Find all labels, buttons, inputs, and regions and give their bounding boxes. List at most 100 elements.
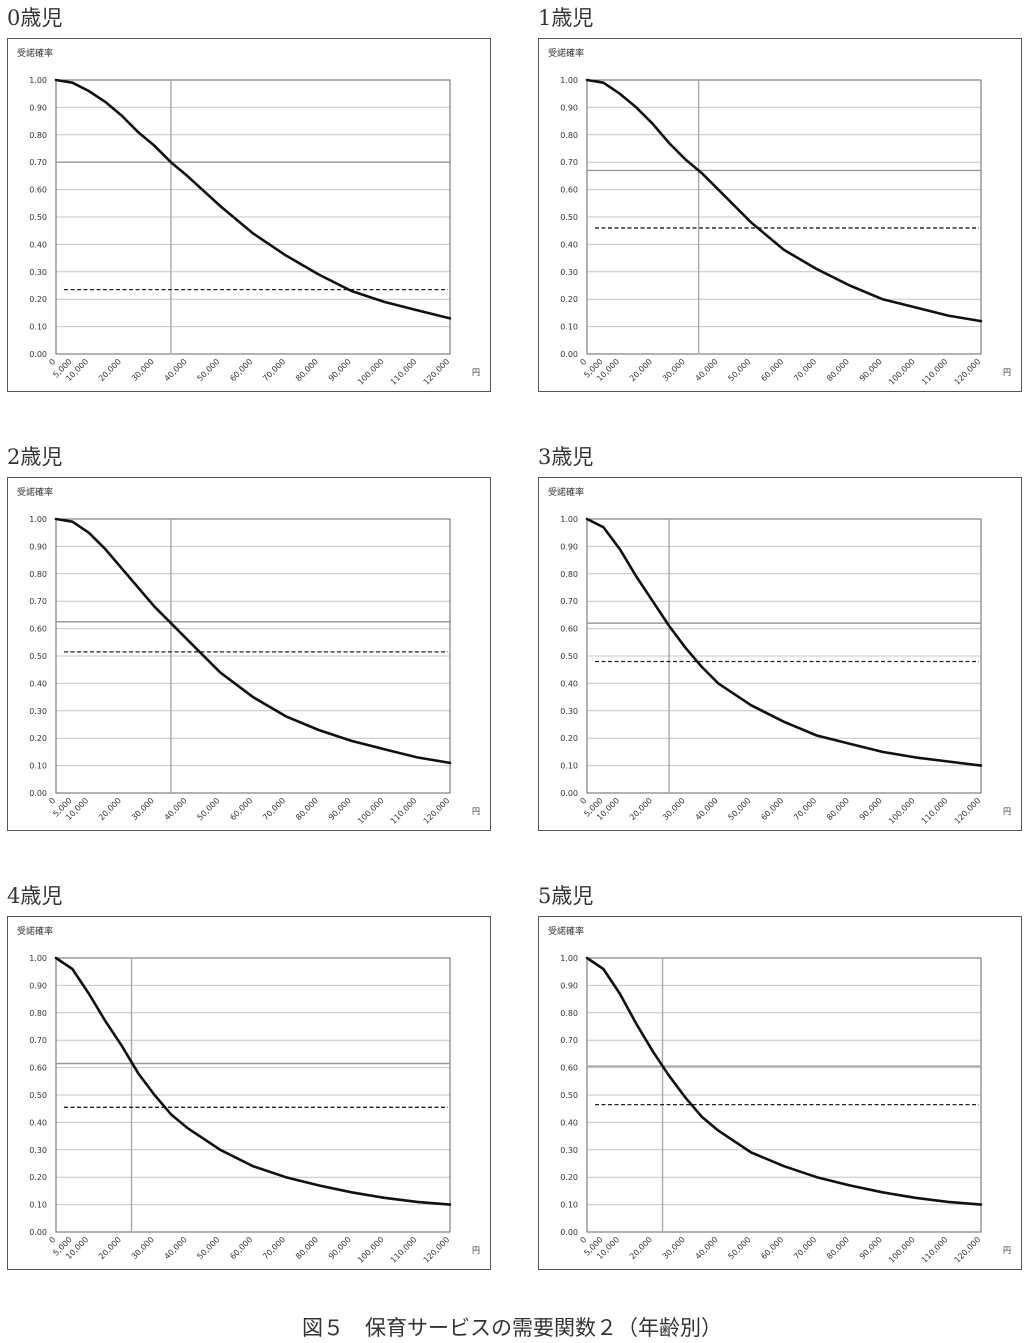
y-tick-label: 0.20 — [29, 734, 47, 743]
line-chart: 受諾確率 0.00 0.10 0.20 0.30 0.40 0.50 0.60 0.70 0.80… — [548, 47, 1011, 387]
y-tick-label: 0.00 — [560, 1228, 578, 1237]
y-tick-label: 0.90 — [560, 981, 578, 990]
x-tick-label: 100,000 — [887, 357, 917, 387]
y-tick-label: 0.70 — [560, 158, 578, 167]
x-tick-label: 80,000 — [294, 357, 320, 383]
chart-title: 0歳児 — [7, 6, 63, 30]
x-tick-label: 100,000 — [356, 1235, 386, 1265]
x-tick-label: 110,000 — [389, 796, 419, 826]
y-tick-label: 1.00 — [560, 515, 578, 524]
y-tick-label: 0.10 — [29, 1201, 47, 1210]
line-chart: 受諾確率 0.00 0.10 0.20 0.30 0.40 0.50 0.60 0.70 0.80… — [17, 925, 480, 1265]
y-tick-label: 0.30 — [560, 268, 578, 277]
x-tick-label: 50,000 — [195, 1235, 221, 1261]
x-tick-label: 70,000 — [261, 796, 287, 822]
y-tick-label: 0.30 — [560, 1146, 578, 1155]
demand-curve-line — [54, 78, 452, 320]
y-tick-label: 0.70 — [29, 597, 47, 606]
y-tick-label: 0.70 — [29, 1036, 47, 1045]
x-tick-label: 70,000 — [792, 357, 818, 383]
chart-frame: 受諾確率 0.00 0.10 0.20 0.30 0.40 0.50 0.60 0.70 0.80… — [7, 916, 491, 1270]
y-tick-label: 0.20 — [29, 295, 47, 304]
y-tick-label: 0.20 — [560, 734, 578, 743]
x-tick-label: 60,000 — [759, 1235, 785, 1261]
line-chart: 受諾確率 0.00 0.10 0.20 0.30 0.40 0.50 0.60 0.70 0.80… — [548, 925, 1011, 1265]
line-chart: 受諾確率 0.00 0.10 0.20 0.30 0.40 0.50 0.60 0.70 0.80… — [17, 486, 480, 826]
chart-frame: 受諾確率 0.00 0.10 0.20 0.30 0.40 0.50 0.60 0.70 0.80… — [538, 916, 1022, 1270]
x-tick-label: 120,000 — [422, 357, 452, 387]
chart-frame: 受諾確率 0.00 0.10 0.20 0.30 0.40 0.50 0.60 0.70 0.80… — [7, 477, 491, 831]
x-tick-label: 110,000 — [920, 1235, 950, 1265]
y-axis-label: 受諾確率 — [548, 925, 584, 937]
y-tick-label: 0.10 — [560, 762, 578, 771]
x-tick-label: 60,000 — [228, 1235, 254, 1261]
x-tick-label: 20,000 — [97, 1235, 123, 1261]
y-tick-label: 0.70 — [560, 1036, 578, 1045]
x-axis-label: 円 — [472, 807, 480, 816]
y-tick-label: 0.70 — [560, 597, 578, 606]
x-tick-label: 80,000 — [294, 796, 320, 822]
x-axis-label: 円 — [472, 368, 480, 377]
y-tick-label: 0.20 — [560, 295, 578, 304]
x-tick-label: 30,000 — [130, 1235, 156, 1261]
y-tick-label: 0.60 — [560, 186, 578, 195]
y-tick-label: 0.10 — [29, 323, 47, 332]
x-tick-label: 100,000 — [356, 357, 386, 387]
x-axis-label: 円 — [1003, 807, 1011, 816]
x-tick-label: 110,000 — [389, 1235, 419, 1265]
demand-curve-line — [54, 956, 452, 1206]
y-tick-label: 0.70 — [29, 158, 47, 167]
x-tick-label: 90,000 — [327, 357, 353, 383]
y-tick-label: 1.00 — [560, 954, 578, 963]
x-tick-label: 20,000 — [628, 796, 654, 822]
x-tick-label: 40,000 — [163, 357, 189, 383]
y-tick-label: 0.90 — [560, 542, 578, 551]
plot-area — [586, 957, 982, 1233]
x-tick-label: 30,000 — [661, 1235, 687, 1261]
plot-area — [586, 518, 982, 794]
line-chart: 受諾確率 0.00 0.10 0.20 0.30 0.40 0.50 0.60 0.70 0.80… — [548, 486, 1011, 826]
y-tick-label: 0.40 — [29, 1118, 47, 1127]
y-tick-label: 0.00 — [29, 789, 47, 798]
y-tick-label: 0.90 — [29, 981, 47, 990]
y-tick-label: 0.60 — [29, 625, 47, 634]
x-tick-label: 60,000 — [759, 796, 785, 822]
y-tick-label: 1.00 — [29, 954, 47, 963]
y-tick-label: 0.50 — [29, 1091, 47, 1100]
y-tick-label: 0.30 — [560, 707, 578, 716]
x-tick-label: 60,000 — [228, 796, 254, 822]
y-tick-label: 0.80 — [560, 1009, 578, 1018]
y-tick-label: 0.50 — [560, 213, 578, 222]
figure-caption: 図５ 保育サービスの需要関数２（年齢別） — [302, 1316, 722, 1340]
x-tick-label: 80,000 — [294, 1235, 320, 1261]
y-tick-label: 0.80 — [560, 131, 578, 140]
x-axis-label: 円 — [472, 1246, 480, 1255]
x-tick-label: 90,000 — [858, 1235, 884, 1261]
y-tick-label: 0.00 — [560, 350, 578, 359]
y-tick-label: 0.10 — [560, 323, 578, 332]
x-tick-label: 0 — [47, 1235, 57, 1245]
x-tick-label: 80,000 — [825, 357, 851, 383]
y-tick-label: 0.40 — [29, 240, 47, 249]
x-tick-label: 70,000 — [792, 1235, 818, 1261]
chart-title: 1歳児 — [538, 6, 594, 30]
y-tick-label: 0.80 — [29, 131, 47, 140]
y-tick-label: 0.00 — [560, 789, 578, 798]
y-tick-label: 0.30 — [29, 1146, 47, 1155]
demand-curve-line — [585, 956, 983, 1206]
x-tick-label: 50,000 — [726, 357, 752, 383]
chart-title: 4歳児 — [7, 884, 63, 908]
y-tick-label: 0.90 — [560, 103, 578, 112]
y-tick-label: 0.60 — [29, 1064, 47, 1073]
x-tick-label: 80,000 — [825, 796, 851, 822]
x-tick-label: 100,000 — [887, 796, 917, 826]
y-tick-label: 0.40 — [560, 1118, 578, 1127]
y-tick-label: 0.20 — [29, 1173, 47, 1182]
x-axis-label: 円 — [1003, 368, 1011, 377]
y-tick-label: 0.20 — [560, 1173, 578, 1182]
x-tick-label: 0 — [578, 357, 588, 367]
y-tick-label: 0.50 — [560, 1091, 578, 1100]
x-tick-label: 50,000 — [195, 796, 221, 822]
x-tick-label: 120,000 — [953, 357, 983, 387]
y-tick-label: 0.80 — [29, 1009, 47, 1018]
